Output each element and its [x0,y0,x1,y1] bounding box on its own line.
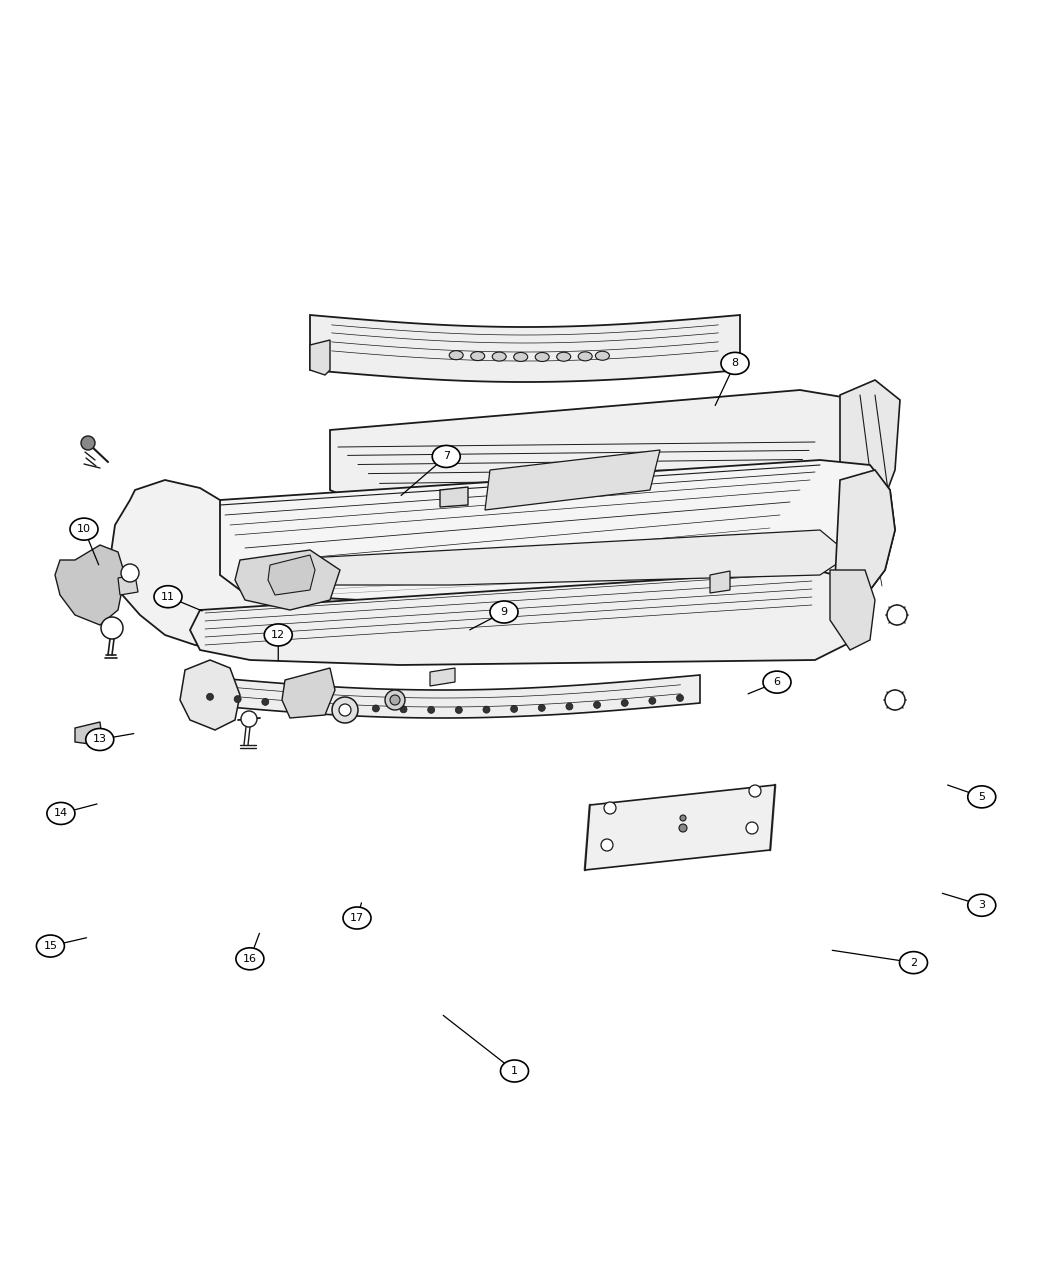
Ellipse shape [721,352,749,375]
Text: 3: 3 [979,900,985,910]
Circle shape [339,704,351,717]
Ellipse shape [968,894,995,917]
Ellipse shape [70,518,98,541]
Polygon shape [430,668,455,686]
Ellipse shape [501,1060,528,1082]
Polygon shape [830,570,875,650]
Ellipse shape [513,352,528,361]
Circle shape [749,785,761,797]
Polygon shape [310,315,740,382]
Circle shape [207,694,213,700]
Polygon shape [835,470,895,601]
Circle shape [456,706,462,714]
Text: 8: 8 [732,358,738,368]
Circle shape [593,701,601,709]
Circle shape [234,696,242,703]
Polygon shape [710,571,730,593]
Ellipse shape [579,352,592,361]
Circle shape [332,697,358,723]
Polygon shape [235,550,340,609]
Circle shape [317,703,324,709]
Text: 14: 14 [54,808,68,819]
Polygon shape [268,555,315,595]
Ellipse shape [490,601,518,623]
Text: 2: 2 [910,958,917,968]
Circle shape [679,824,687,833]
Circle shape [427,706,435,713]
Circle shape [887,606,907,625]
Circle shape [510,705,518,713]
Ellipse shape [595,351,609,361]
Polygon shape [330,390,875,530]
Ellipse shape [154,585,182,608]
Ellipse shape [86,728,113,751]
Circle shape [242,711,257,727]
Ellipse shape [433,445,460,468]
Ellipse shape [470,352,485,361]
Ellipse shape [37,935,64,958]
Circle shape [261,699,269,705]
Polygon shape [185,674,700,718]
Text: 10: 10 [77,524,91,534]
Text: 11: 11 [161,592,175,602]
Text: 7: 7 [443,451,449,462]
Text: 12: 12 [271,630,286,640]
Ellipse shape [492,352,506,361]
Circle shape [101,617,123,639]
Ellipse shape [47,802,75,825]
Polygon shape [440,487,468,507]
Circle shape [400,706,407,713]
Ellipse shape [968,785,995,808]
Polygon shape [270,530,851,585]
Polygon shape [840,380,900,520]
Circle shape [539,704,545,711]
Circle shape [483,706,490,713]
Text: 13: 13 [92,734,107,745]
Circle shape [290,700,296,708]
Text: 17: 17 [350,913,364,923]
Circle shape [81,436,94,450]
Circle shape [649,697,656,704]
Polygon shape [485,450,660,510]
Circle shape [385,690,405,710]
Ellipse shape [556,352,571,361]
Text: 15: 15 [43,941,58,951]
Polygon shape [190,570,865,666]
Circle shape [566,703,573,710]
Ellipse shape [536,352,549,362]
Ellipse shape [763,671,791,694]
Circle shape [121,564,139,581]
Polygon shape [310,340,330,375]
Polygon shape [220,460,895,601]
Text: 1: 1 [511,1066,518,1076]
Text: 9: 9 [501,607,507,617]
Ellipse shape [343,907,371,929]
Polygon shape [180,660,240,731]
Circle shape [601,839,613,850]
Text: 5: 5 [979,792,985,802]
Polygon shape [118,575,138,595]
Ellipse shape [900,951,927,974]
Polygon shape [110,479,270,650]
Ellipse shape [449,351,463,360]
Circle shape [676,695,684,701]
Circle shape [390,695,400,705]
Polygon shape [55,544,125,625]
Ellipse shape [265,623,292,646]
Polygon shape [585,785,775,870]
Circle shape [344,704,352,710]
Circle shape [680,815,686,821]
Text: 16: 16 [243,954,257,964]
Circle shape [622,700,628,706]
Circle shape [885,690,905,710]
Polygon shape [282,668,335,718]
Ellipse shape [236,947,264,970]
Text: 6: 6 [774,677,780,687]
Polygon shape [75,722,102,745]
Circle shape [373,705,379,711]
Circle shape [604,802,616,813]
Circle shape [746,822,758,834]
